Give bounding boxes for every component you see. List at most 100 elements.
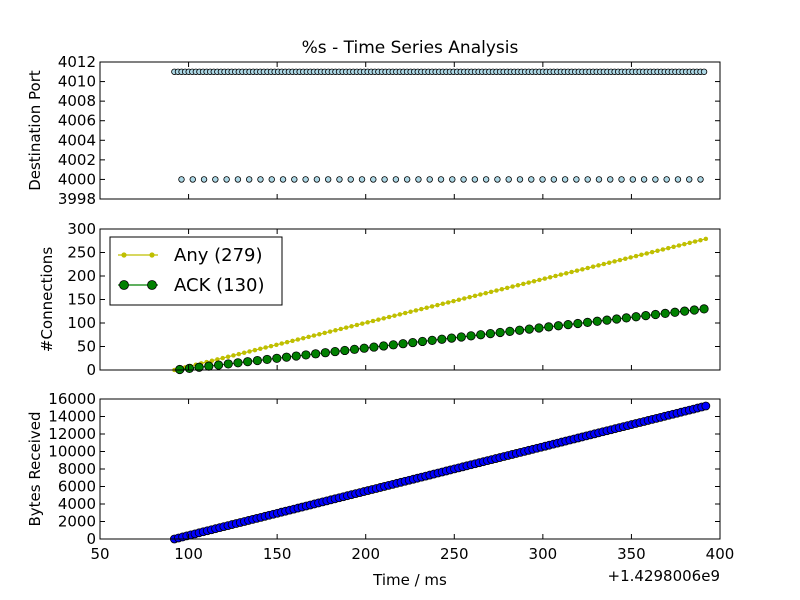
- y-tick-label: 4004: [58, 131, 96, 149]
- y-tick-label: 12000: [48, 425, 96, 443]
- series-point: [703, 236, 709, 242]
- y-tick-label: 3998: [58, 190, 96, 208]
- series-point: [284, 339, 290, 345]
- series-point: [671, 244, 676, 250]
- x-tick-label: 150: [263, 545, 292, 563]
- y-tick-label: 4000: [58, 495, 96, 513]
- series-point: [563, 320, 573, 330]
- series-point: [542, 276, 548, 281]
- bytes-received-panel: 50 100 150 200 250 300 350 40002000400060008000…: [26, 390, 734, 563]
- series-point: [184, 363, 195, 374]
- legend-marker: [121, 252, 127, 258]
- series-point: [682, 241, 687, 247]
- y-tick-label: 4002: [58, 151, 96, 169]
- series-point: [547, 275, 553, 280]
- series-point: [499, 286, 505, 292]
- y-tick-label: 4010: [58, 73, 96, 91]
- series-point: [558, 272, 564, 277]
- series-point: [262, 354, 272, 365]
- y-tick-label: 300: [67, 220, 96, 238]
- port-point: [516, 176, 524, 183]
- series-point: [445, 300, 451, 305]
- series-point: [225, 354, 231, 360]
- x-tick-label: 350: [617, 545, 646, 563]
- series-point: [476, 330, 486, 340]
- y-tick-label: 10000: [48, 443, 96, 461]
- port-point: [674, 176, 682, 183]
- series-point: [478, 292, 483, 297]
- plot-frame: [99, 398, 721, 540]
- series-point: [612, 259, 617, 264]
- port-point: [595, 176, 603, 183]
- port-point: [652, 176, 659, 183]
- port-point: [482, 176, 490, 183]
- series-point: [582, 317, 593, 327]
- y-tick-label: 150: [67, 291, 96, 309]
- y-tick-label: 6000: [58, 478, 96, 496]
- series-point: [379, 341, 389, 351]
- port-point: [584, 176, 591, 183]
- series-point: [233, 358, 243, 368]
- series-point: [472, 293, 478, 299]
- port-point: [336, 176, 343, 183]
- series-point: [327, 329, 333, 334]
- series-point: [435, 302, 440, 308]
- series-point: [408, 337, 418, 348]
- series-point: [320, 348, 330, 358]
- series-point: [252, 347, 258, 353]
- y-tick-label: 4008: [58, 92, 96, 110]
- series-point: [340, 345, 350, 356]
- series-line: [174, 238, 706, 371]
- series-point: [534, 323, 544, 333]
- legend-frame: [109, 236, 283, 306]
- series-point: [427, 335, 437, 345]
- series-point: [564, 271, 569, 276]
- series-point: [408, 309, 413, 314]
- series-point: [300, 335, 306, 341]
- series-point: [419, 306, 424, 312]
- series-point: [592, 316, 602, 326]
- series-point: [655, 248, 660, 254]
- series-point: [392, 313, 397, 318]
- series-point: [631, 312, 641, 322]
- series-point: [247, 349, 252, 354]
- port-point: [573, 176, 580, 183]
- series-point: [606, 260, 612, 265]
- port-point: [268, 176, 275, 183]
- series-point: [521, 281, 526, 287]
- port-point: [347, 176, 354, 183]
- x-tick-label: 50: [90, 545, 109, 563]
- series-point: [349, 344, 360, 354]
- legend-label: Any (279): [174, 245, 263, 266]
- series-point: [231, 353, 236, 358]
- series-point: [429, 304, 435, 309]
- port-point: [471, 176, 479, 183]
- series-point: [617, 257, 623, 263]
- series-point: [612, 314, 622, 324]
- y-tick-label: 14000: [48, 408, 96, 426]
- y-axis-label: Bytes Received: [26, 411, 44, 526]
- series-point: [692, 239, 698, 244]
- y-tick-label: 0: [86, 530, 96, 548]
- port-point: [629, 176, 637, 183]
- port-point: [245, 176, 253, 183]
- legend-label: ACK (130): [174, 275, 265, 296]
- series-point: [580, 267, 585, 272]
- series-point: [370, 318, 376, 324]
- port-point: [200, 176, 208, 183]
- port-point: [313, 176, 321, 183]
- port-point: [257, 176, 264, 183]
- series-point: [252, 355, 262, 366]
- series-point: [209, 358, 215, 363]
- series-point: [514, 325, 525, 335]
- series-point: [601, 261, 607, 267]
- series-point: [417, 336, 428, 347]
- series-point: [687, 240, 692, 246]
- series-point: [485, 329, 496, 339]
- series-point: [322, 330, 327, 336]
- port-point: [392, 176, 400, 183]
- series-point: [639, 252, 644, 258]
- series-point: [467, 294, 472, 300]
- series-point: [258, 346, 263, 352]
